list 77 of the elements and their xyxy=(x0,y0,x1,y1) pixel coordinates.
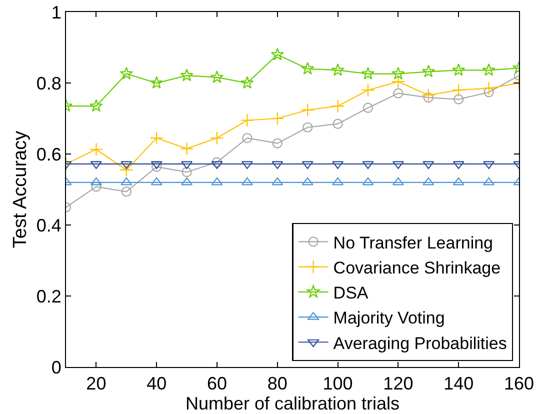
y-tick-label: 0.4 xyxy=(36,215,62,236)
point xyxy=(242,132,252,144)
point xyxy=(240,113,254,128)
point xyxy=(182,167,192,178)
point xyxy=(361,83,375,97)
y-tick-label: 1 xyxy=(51,2,62,22)
point xyxy=(270,112,284,126)
point xyxy=(121,186,132,197)
point xyxy=(302,122,313,132)
point xyxy=(391,74,406,88)
point xyxy=(180,68,194,82)
point xyxy=(393,88,404,98)
point xyxy=(330,99,345,113)
y-tick-label: 0.2 xyxy=(36,286,62,306)
x-axis-title: Number of calibration trials xyxy=(185,394,400,414)
point xyxy=(90,177,102,186)
point xyxy=(272,177,284,186)
legend-label: Covariance Shrinkage xyxy=(333,258,501,278)
x-tick-label: 60 xyxy=(206,374,228,394)
point xyxy=(361,66,375,80)
point xyxy=(150,76,164,89)
x-tick-label: 140 xyxy=(444,374,474,394)
point xyxy=(211,177,223,186)
point xyxy=(452,177,464,186)
y-tick-label: 0.8 xyxy=(36,73,62,94)
point xyxy=(423,92,434,103)
point xyxy=(180,142,194,156)
point xyxy=(150,177,162,186)
point xyxy=(89,142,104,156)
x-tick-label: 20 xyxy=(86,374,106,394)
point xyxy=(302,177,314,186)
point xyxy=(484,87,494,98)
point xyxy=(422,88,436,102)
y-tick-label: 0 xyxy=(51,357,62,378)
point xyxy=(332,118,343,129)
point xyxy=(332,177,344,186)
x-tick-label: 80 xyxy=(267,374,288,394)
x-tick-label: 160 xyxy=(504,374,534,394)
point xyxy=(120,163,134,177)
point xyxy=(482,63,496,76)
point xyxy=(181,177,193,186)
x-tick-label: 40 xyxy=(146,374,167,394)
point xyxy=(454,94,464,104)
point xyxy=(210,131,224,145)
point xyxy=(362,102,374,113)
y-axis-title: Test Accuracy xyxy=(10,130,32,248)
point xyxy=(331,63,344,76)
legend-label: No Transfer Learning xyxy=(333,233,494,252)
x-tick-label: 120 xyxy=(383,374,414,394)
point xyxy=(90,99,103,112)
point xyxy=(152,162,162,172)
point xyxy=(210,70,224,83)
point xyxy=(422,177,434,186)
point xyxy=(392,66,405,80)
point xyxy=(482,81,496,96)
point xyxy=(301,62,314,74)
x-tick-label: 100 xyxy=(322,374,353,394)
point xyxy=(241,177,253,186)
point xyxy=(240,76,254,89)
point xyxy=(120,177,132,186)
point xyxy=(452,63,466,76)
point xyxy=(270,48,284,60)
point xyxy=(272,138,282,148)
point xyxy=(300,103,314,117)
point xyxy=(483,177,495,186)
point xyxy=(392,177,404,186)
legend-label: DSA xyxy=(333,284,369,303)
y-tick-label: 0.6 xyxy=(36,144,62,164)
point xyxy=(120,66,133,80)
point xyxy=(212,157,222,168)
point xyxy=(362,177,374,186)
point xyxy=(452,83,466,97)
point xyxy=(91,182,102,192)
point xyxy=(422,64,435,78)
legend-label: Majority Voting xyxy=(333,308,445,328)
point xyxy=(150,131,164,145)
legend-label: Averaging Probabilities xyxy=(333,334,507,353)
